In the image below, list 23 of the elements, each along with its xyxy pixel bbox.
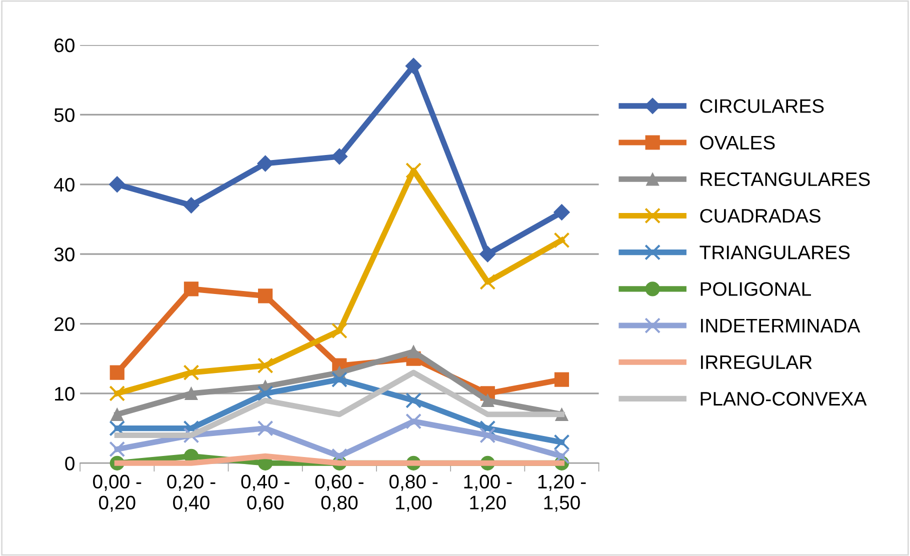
y-tick-label: 0 xyxy=(65,456,74,470)
legend-label: PLANO-CONVEXA xyxy=(700,392,867,406)
legend-label: TRIANGULARES xyxy=(700,246,850,260)
x-tick-label: 0,80 - 1,00 xyxy=(389,474,438,512)
y-tick-label: 20 xyxy=(54,317,74,332)
y-tick-label: 30 xyxy=(54,248,74,262)
y-tick-label: 10 xyxy=(55,386,74,401)
y-tick-label: 40 xyxy=(54,178,74,192)
y-tick-label: 50 xyxy=(54,108,74,122)
x-tick-label: 0,40 - 0,60 xyxy=(241,474,290,512)
x-tick-label: 0,00 - 0,20 xyxy=(93,474,142,512)
x-tick-label: 1,20 - 1,50 xyxy=(538,474,586,512)
legend-label: IRREGULAR xyxy=(701,355,812,370)
x-tick-label: 0,20 - 0,40 xyxy=(167,474,216,512)
legend-label: INDETERMINADA xyxy=(701,318,860,332)
legend-label: POLIGONAL xyxy=(700,282,811,296)
legend-label: RECTANGULARES xyxy=(700,172,870,186)
y-tick-label: 60 xyxy=(54,38,74,52)
x-tick-label: 1,00 - 1,20 xyxy=(464,474,512,512)
legend-label: CIRCULARES xyxy=(700,99,824,113)
legend-label: OVALES xyxy=(700,136,775,150)
x-tick-label: 0,60 - 0,80 xyxy=(315,474,364,512)
legend-label: CUADRADAS xyxy=(700,208,820,223)
